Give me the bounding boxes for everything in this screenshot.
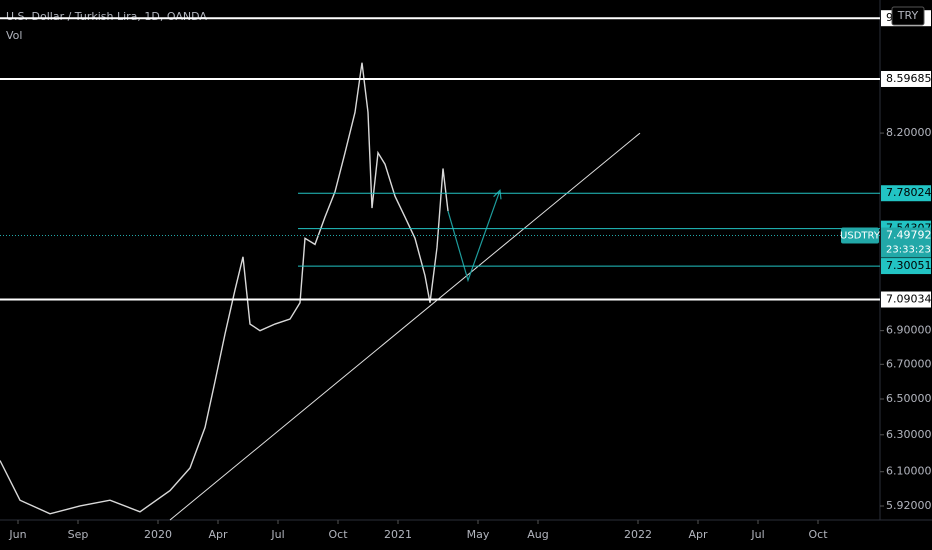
x-tick-label: Jun <box>8 528 26 541</box>
x-tick-label: Jul <box>750 528 764 541</box>
chart-title: U.S. Dollar / Turkish Lira, 1D, OANDA <box>6 10 207 23</box>
countdown-label: 23:33:23 <box>886 245 931 256</box>
level-label: 8.59685 <box>886 72 932 85</box>
y-tick-label: 8.20000 <box>886 126 932 139</box>
x-tick-label: Aug <box>527 528 548 541</box>
last-price-box <box>881 227 931 258</box>
x-tick-label: Jul <box>270 528 284 541</box>
volume-label: Vol <box>6 29 22 42</box>
x-tick-label: 2022 <box>624 528 652 541</box>
x-tick-label: May <box>467 528 490 541</box>
level-label-box <box>881 70 931 87</box>
x-tick-label: Apr <box>208 528 228 541</box>
symbol-badge <box>841 227 879 244</box>
y-tick-label: 6.50000 <box>886 392 932 405</box>
currency-box <box>891 6 925 26</box>
x-tick-label: Oct <box>328 528 348 541</box>
x-tick-label: 2021 <box>384 528 412 541</box>
level-label-box <box>881 291 931 308</box>
currency-label: TRY <box>897 9 919 22</box>
level-label: 9. <box>886 11 897 24</box>
symbol-label: USDTRY <box>840 231 881 242</box>
level-label: 7.30051 <box>886 259 932 272</box>
trendline <box>169 132 641 521</box>
x-tick-label: Sep <box>68 528 89 541</box>
level-label: 7.09034 <box>886 293 932 306</box>
x-tick-label: 2020 <box>144 528 172 541</box>
price-line <box>0 62 449 515</box>
x-tick-label: Apr <box>688 528 708 541</box>
y-tick-label: 6.10000 <box>886 465 932 478</box>
y-tick-label: 6.30000 <box>886 428 932 441</box>
y-tick-label: 6.90000 <box>886 324 932 337</box>
x-tick-label: Oct <box>808 528 828 541</box>
last-price-label: 7.49792 <box>886 229 932 242</box>
level-label-box <box>881 185 931 202</box>
y-tick-label: 5.92000 <box>886 499 932 512</box>
projection-path <box>447 190 501 283</box>
level-label-box <box>881 258 931 275</box>
projection-arrowhead <box>493 189 502 200</box>
level-label: 7.78024 <box>886 186 932 199</box>
y-tick-label: 6.70000 <box>886 357 932 370</box>
